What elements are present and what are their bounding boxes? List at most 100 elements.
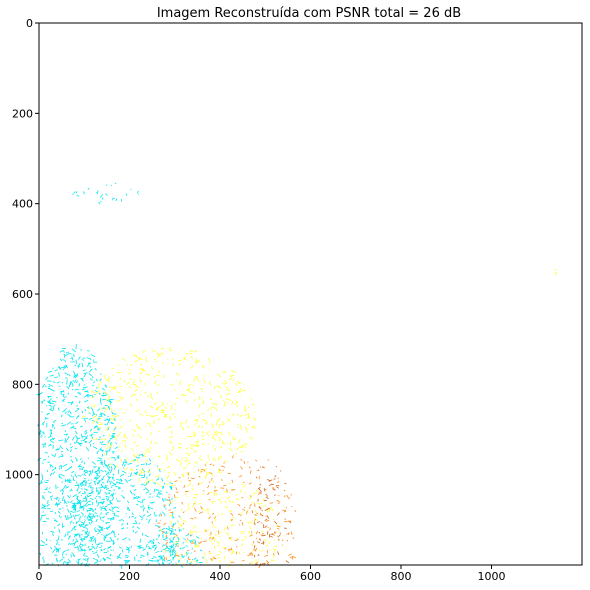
edge-speck xyxy=(286,533,288,535)
edge-speck xyxy=(64,372,69,376)
edge-speck xyxy=(113,479,115,482)
edge-speck xyxy=(223,400,226,405)
edge-speck xyxy=(52,421,55,424)
edge-speck xyxy=(253,492,257,495)
edge-speck xyxy=(73,542,76,547)
edge-speck xyxy=(199,481,203,485)
edge-speck xyxy=(261,563,266,565)
edge-speck xyxy=(93,465,97,469)
edge-speck xyxy=(189,350,194,353)
edge-speck xyxy=(78,501,83,503)
edge-speck xyxy=(112,512,114,515)
edge-speck xyxy=(90,498,94,501)
edge-speck xyxy=(95,421,99,424)
edge-speck xyxy=(71,470,75,474)
edge-speck xyxy=(213,545,216,550)
edge-speck xyxy=(145,462,148,466)
edge-speck xyxy=(193,471,196,474)
edge-speck xyxy=(70,529,74,532)
edge-speck xyxy=(113,410,115,412)
edge-speck xyxy=(105,398,108,402)
edge-speck xyxy=(80,524,85,528)
edge-speck xyxy=(140,554,145,557)
edge-speck xyxy=(77,356,81,360)
edge-speck xyxy=(84,519,86,521)
edge-speck xyxy=(92,545,96,550)
edge-speck xyxy=(89,548,93,551)
edge-speck xyxy=(165,457,169,462)
edge-speck xyxy=(71,504,77,508)
edge-speck xyxy=(160,347,165,350)
edge-speck xyxy=(249,503,252,507)
edge-speck xyxy=(255,537,258,540)
edge-speck xyxy=(123,459,128,463)
edge-speck xyxy=(263,499,267,502)
edge-speck xyxy=(172,536,175,541)
edge-speck xyxy=(161,527,166,531)
edge-speck xyxy=(69,512,72,517)
edge-speck xyxy=(252,494,254,497)
edge-speck xyxy=(223,382,226,385)
edge-speck xyxy=(245,428,248,431)
edge-speck xyxy=(54,545,58,550)
edge-speck xyxy=(111,199,114,201)
edge-speck xyxy=(148,479,153,482)
edge-speck xyxy=(120,449,124,453)
edge-speck xyxy=(70,401,74,406)
edge-speck xyxy=(98,493,101,495)
edge-speck xyxy=(167,426,171,429)
edge-speck xyxy=(153,545,156,547)
edge-speck xyxy=(228,447,233,452)
edge-speck xyxy=(139,556,142,559)
edge-speck xyxy=(73,379,77,383)
edge-speck xyxy=(180,554,183,556)
edge-speck xyxy=(51,562,54,565)
edge-speck xyxy=(100,528,102,531)
edge-speck xyxy=(147,513,152,518)
edge-speck xyxy=(111,388,117,390)
edge-speck xyxy=(284,520,287,523)
edge-speck xyxy=(145,412,148,414)
edge-speck xyxy=(98,201,101,205)
edge-speck xyxy=(201,430,205,434)
edge-speck xyxy=(248,496,252,500)
edge-speck xyxy=(112,510,114,513)
edge-speck xyxy=(171,430,173,435)
edge-speck xyxy=(132,394,137,396)
edge-speck xyxy=(157,384,160,386)
edge-speck xyxy=(117,435,119,437)
edge-speck xyxy=(168,509,171,511)
edge-speck xyxy=(65,377,68,379)
edge-speck xyxy=(198,396,201,401)
edge-speck xyxy=(230,512,234,516)
edge-speck xyxy=(255,530,259,535)
edge-speck xyxy=(247,413,250,418)
edge-speck xyxy=(167,482,169,485)
edge-speck xyxy=(138,357,144,361)
edge-speck xyxy=(113,435,117,439)
edge-speck xyxy=(105,407,107,410)
y-tick-label: 800 xyxy=(12,378,33,391)
edge-speck xyxy=(91,488,94,490)
edge-speck xyxy=(42,462,44,465)
edge-speck xyxy=(203,552,206,555)
edge-speck xyxy=(49,374,54,377)
edge-speck xyxy=(105,495,110,498)
edge-speck xyxy=(41,411,43,413)
edge-speck xyxy=(104,374,107,380)
edge-speck xyxy=(91,412,95,417)
edge-speck xyxy=(96,559,99,562)
edge-speck xyxy=(87,531,91,535)
edge-speck xyxy=(220,445,223,449)
edge-speck xyxy=(53,520,58,522)
edge-speck xyxy=(110,422,113,425)
edge-speck xyxy=(112,517,115,520)
edge-speck xyxy=(211,423,214,428)
edge-speck xyxy=(123,380,127,383)
edge-speck xyxy=(243,409,248,412)
edge-speck xyxy=(113,466,116,470)
edge-speck xyxy=(114,446,119,450)
edge-speck xyxy=(209,491,213,494)
edge-speck xyxy=(107,526,109,530)
edge-speck xyxy=(55,539,59,542)
